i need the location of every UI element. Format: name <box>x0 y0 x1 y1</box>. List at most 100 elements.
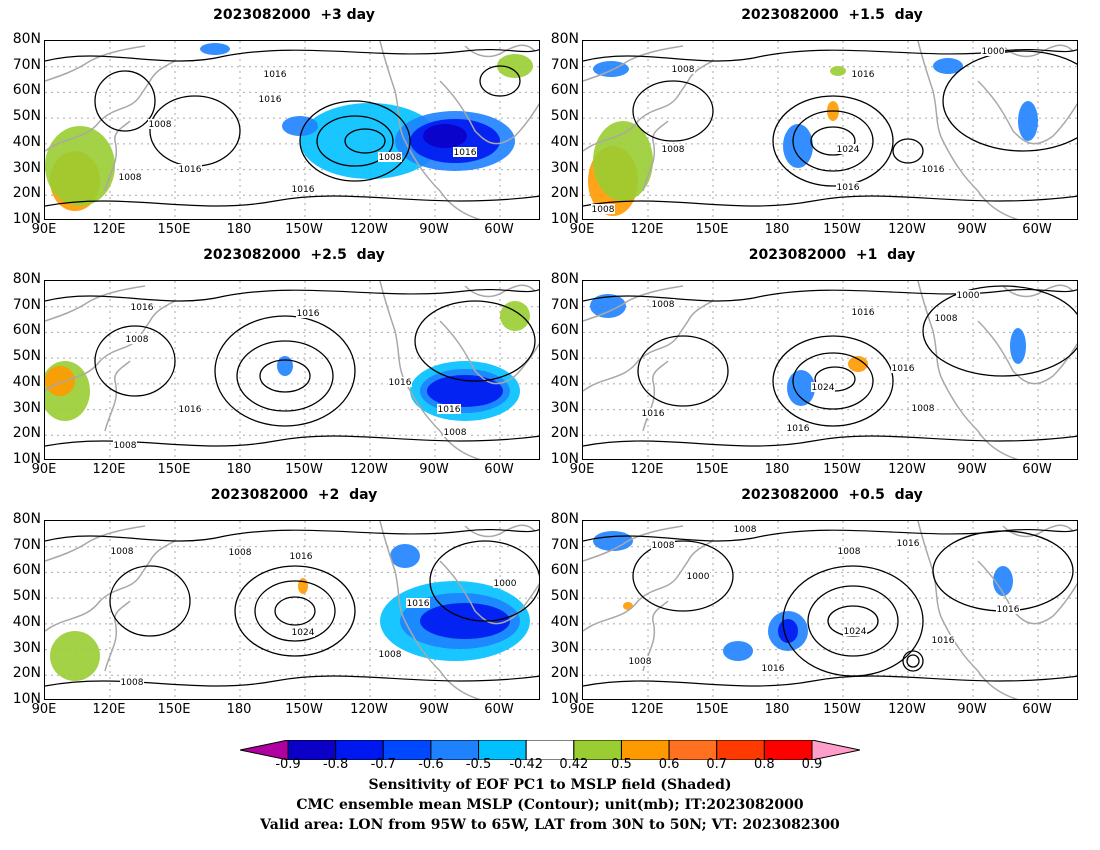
lon-label: 150W <box>285 462 323 477</box>
lon-label: 90W <box>957 462 987 477</box>
contour-label: 1008 <box>672 65 695 75</box>
contour-label: 1008 <box>652 541 675 551</box>
contour-label: 1016 <box>852 70 875 80</box>
lon-label: 120W <box>888 702 926 717</box>
lat-label: 70N <box>12 296 41 313</box>
lat-label: 10N <box>550 451 579 467</box>
lon-label: 90E <box>31 222 57 237</box>
lat-label: 80N <box>550 271 579 287</box>
map-svg-5: 1008 1008 1016 1000 1016 1024 1008 1008 <box>45 521 539 699</box>
lat-label: 50N <box>12 348 41 365</box>
map-svg-6: 1008 1008 1016 1008 1000 1016 1024 1016 1016 1008 <box>583 521 1077 699</box>
contour-label: 1016 <box>389 378 412 388</box>
lat-label: 80N <box>550 511 579 527</box>
contour-label: 1016 <box>438 405 461 415</box>
lat-label: 80N <box>12 511 41 527</box>
lon-label: 90W <box>419 222 449 237</box>
contour-label: 1016 <box>179 165 202 175</box>
lat-label: 60N <box>550 82 579 99</box>
caption-line-1: Sensitivity of EOF PC1 to MSLP field (Sh… <box>368 777 732 793</box>
lon-label: 120E <box>630 702 664 717</box>
contour-label: 1016 <box>922 165 945 175</box>
map-panel-6: 1008 1008 1016 1008 1000 1016 1024 1016 1016 1008 <box>582 520 1078 700</box>
map-svg-3: 1016 1016 1008 1016 1016 1008 1016 1008 <box>45 281 539 459</box>
contour-label: 1016 <box>837 183 860 193</box>
lon-label: 90W <box>957 702 987 717</box>
lat-label: 40N <box>12 373 41 390</box>
lat-label: 50N <box>12 588 41 605</box>
lat-label: 60N <box>12 562 41 579</box>
lat-label: 30N <box>12 399 41 416</box>
lon-label: 120E <box>92 462 126 477</box>
lat-label: 70N <box>550 56 579 73</box>
colorbar-tick-label: 0.42 <box>559 757 589 772</box>
lon-label: 60W <box>484 702 514 717</box>
lat-label: 80N <box>12 271 41 287</box>
colorbar-tick-label: -0.42 <box>509 757 543 772</box>
contour-label: 1016 <box>932 636 955 646</box>
lon-label: 180 <box>226 462 252 477</box>
map-panel-1: 1016 1016 1008 1016 1008 1008 1016 1016 <box>44 40 540 220</box>
lat-label: 50N <box>12 108 41 125</box>
lon-label: 120W <box>350 462 388 477</box>
lat-label: 20N <box>12 665 41 682</box>
contour-label: 1008 <box>111 547 134 557</box>
lon-label: 120W <box>888 462 926 477</box>
lat-label: 30N <box>12 639 41 656</box>
lon-label: 60W <box>484 222 514 237</box>
contour-label: 1000 <box>982 47 1005 57</box>
colorbar-tick-label: -0.7 <box>370 757 396 772</box>
contour-label: 1024 <box>292 628 315 638</box>
lon-label: 150W <box>823 462 861 477</box>
contour-label: 1016 <box>892 364 915 374</box>
contour-label: 1008 <box>149 120 172 130</box>
lat-label: 30N <box>550 639 579 656</box>
lat-label: 40N <box>550 133 579 150</box>
contour-label: 1008 <box>838 547 861 557</box>
lon-label: 120W <box>350 702 388 717</box>
lon-label: 120E <box>92 222 126 237</box>
lat-label: 20N <box>550 185 579 202</box>
contour-label: 1016 <box>897 539 920 549</box>
lat-label: 40N <box>12 133 41 150</box>
contour-label: 1008 <box>121 678 144 688</box>
lat-label: 70N <box>550 296 579 313</box>
contour-label: 1016 <box>264 70 287 80</box>
lat-label: 10N <box>550 211 579 227</box>
map-svg-1: 1016 1016 1008 1016 1008 1008 1016 1016 <box>45 41 539 219</box>
lon-label: 120W <box>350 222 388 237</box>
contour-label: 1000 <box>957 291 980 301</box>
lat-label: 60N <box>12 82 41 99</box>
panel-title-5: 2023082000 +2 day <box>210 487 378 503</box>
lat-label: 50N <box>550 108 579 125</box>
lon-label: 60W <box>484 462 514 477</box>
lon-label: 150E <box>157 222 191 237</box>
contour-label: 1008 <box>444 428 467 438</box>
contour-label: 1008 <box>379 650 402 660</box>
lat-label: 10N <box>550 691 579 707</box>
lon-label: 150W <box>823 222 861 237</box>
lon-label: 150E <box>695 462 729 477</box>
contour-label: 1008 <box>935 314 958 324</box>
lat-label: 20N <box>12 185 41 202</box>
colorbar-tick-label: 0.5 <box>611 757 632 772</box>
lon-label: 90W <box>419 702 449 717</box>
contour-label: 1016 <box>290 552 313 562</box>
lon-label: 90W <box>957 222 987 237</box>
panel-title-3: 2023082000 +2.5 day <box>203 247 385 263</box>
colorbar <box>240 740 860 760</box>
contour-label: 1016 <box>297 309 320 319</box>
contour-label: 1016 <box>787 424 810 434</box>
lon-label: 180 <box>764 222 790 237</box>
panel-title-4: 2023082000 +1 day <box>748 247 916 263</box>
colorbar-tick-label: -0.5 <box>465 757 492 772</box>
lon-label: 180 <box>764 462 790 477</box>
contour-label: 1024 <box>844 627 867 637</box>
lat-label: 70N <box>550 536 579 553</box>
contour-label: 1016 <box>997 605 1020 615</box>
lat-label: 70N <box>12 536 41 553</box>
contour-label: 1016 <box>642 409 665 419</box>
contour-label: 1016 <box>179 405 202 415</box>
lat-label: 10N <box>12 451 41 467</box>
lat-label: 10N <box>12 211 41 227</box>
